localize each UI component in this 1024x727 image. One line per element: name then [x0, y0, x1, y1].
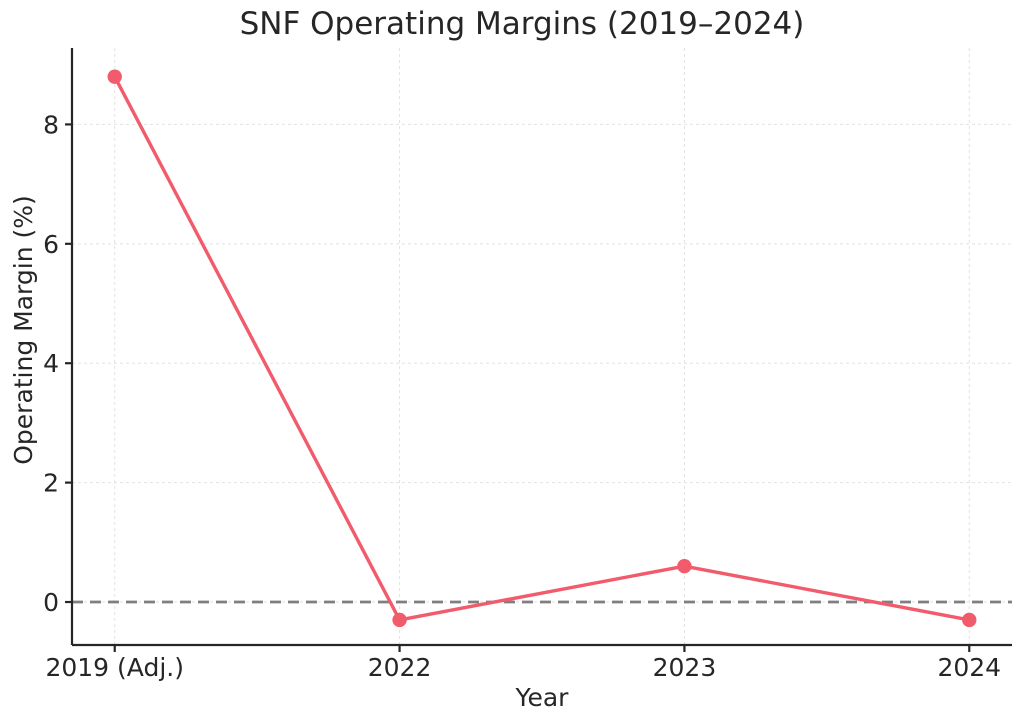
data-point: [107, 69, 122, 84]
y-tick-label: 8: [43, 110, 59, 139]
series-line: [113, 74, 971, 622]
y-tick-label: 4: [43, 349, 59, 378]
x-axis-label: Year: [515, 683, 569, 712]
x-tick-label: 2024: [937, 653, 1001, 682]
x-tick-label: 2023: [653, 653, 717, 682]
y-tick-label: 2: [43, 469, 59, 498]
y-tick-label: 6: [43, 230, 59, 259]
x-tick-label: 2019 (Adj.): [45, 653, 184, 682]
data-point: [677, 558, 692, 574]
y-axis-label: Operating Margin (%): [9, 195, 38, 465]
chart-title: SNF Operating Margins (2019–2024): [239, 6, 805, 42]
data-point: [962, 612, 977, 628]
data-point: [392, 612, 407, 628]
y-tick-label: 0: [43, 588, 59, 617]
x-tick-label: 2022: [368, 653, 432, 682]
